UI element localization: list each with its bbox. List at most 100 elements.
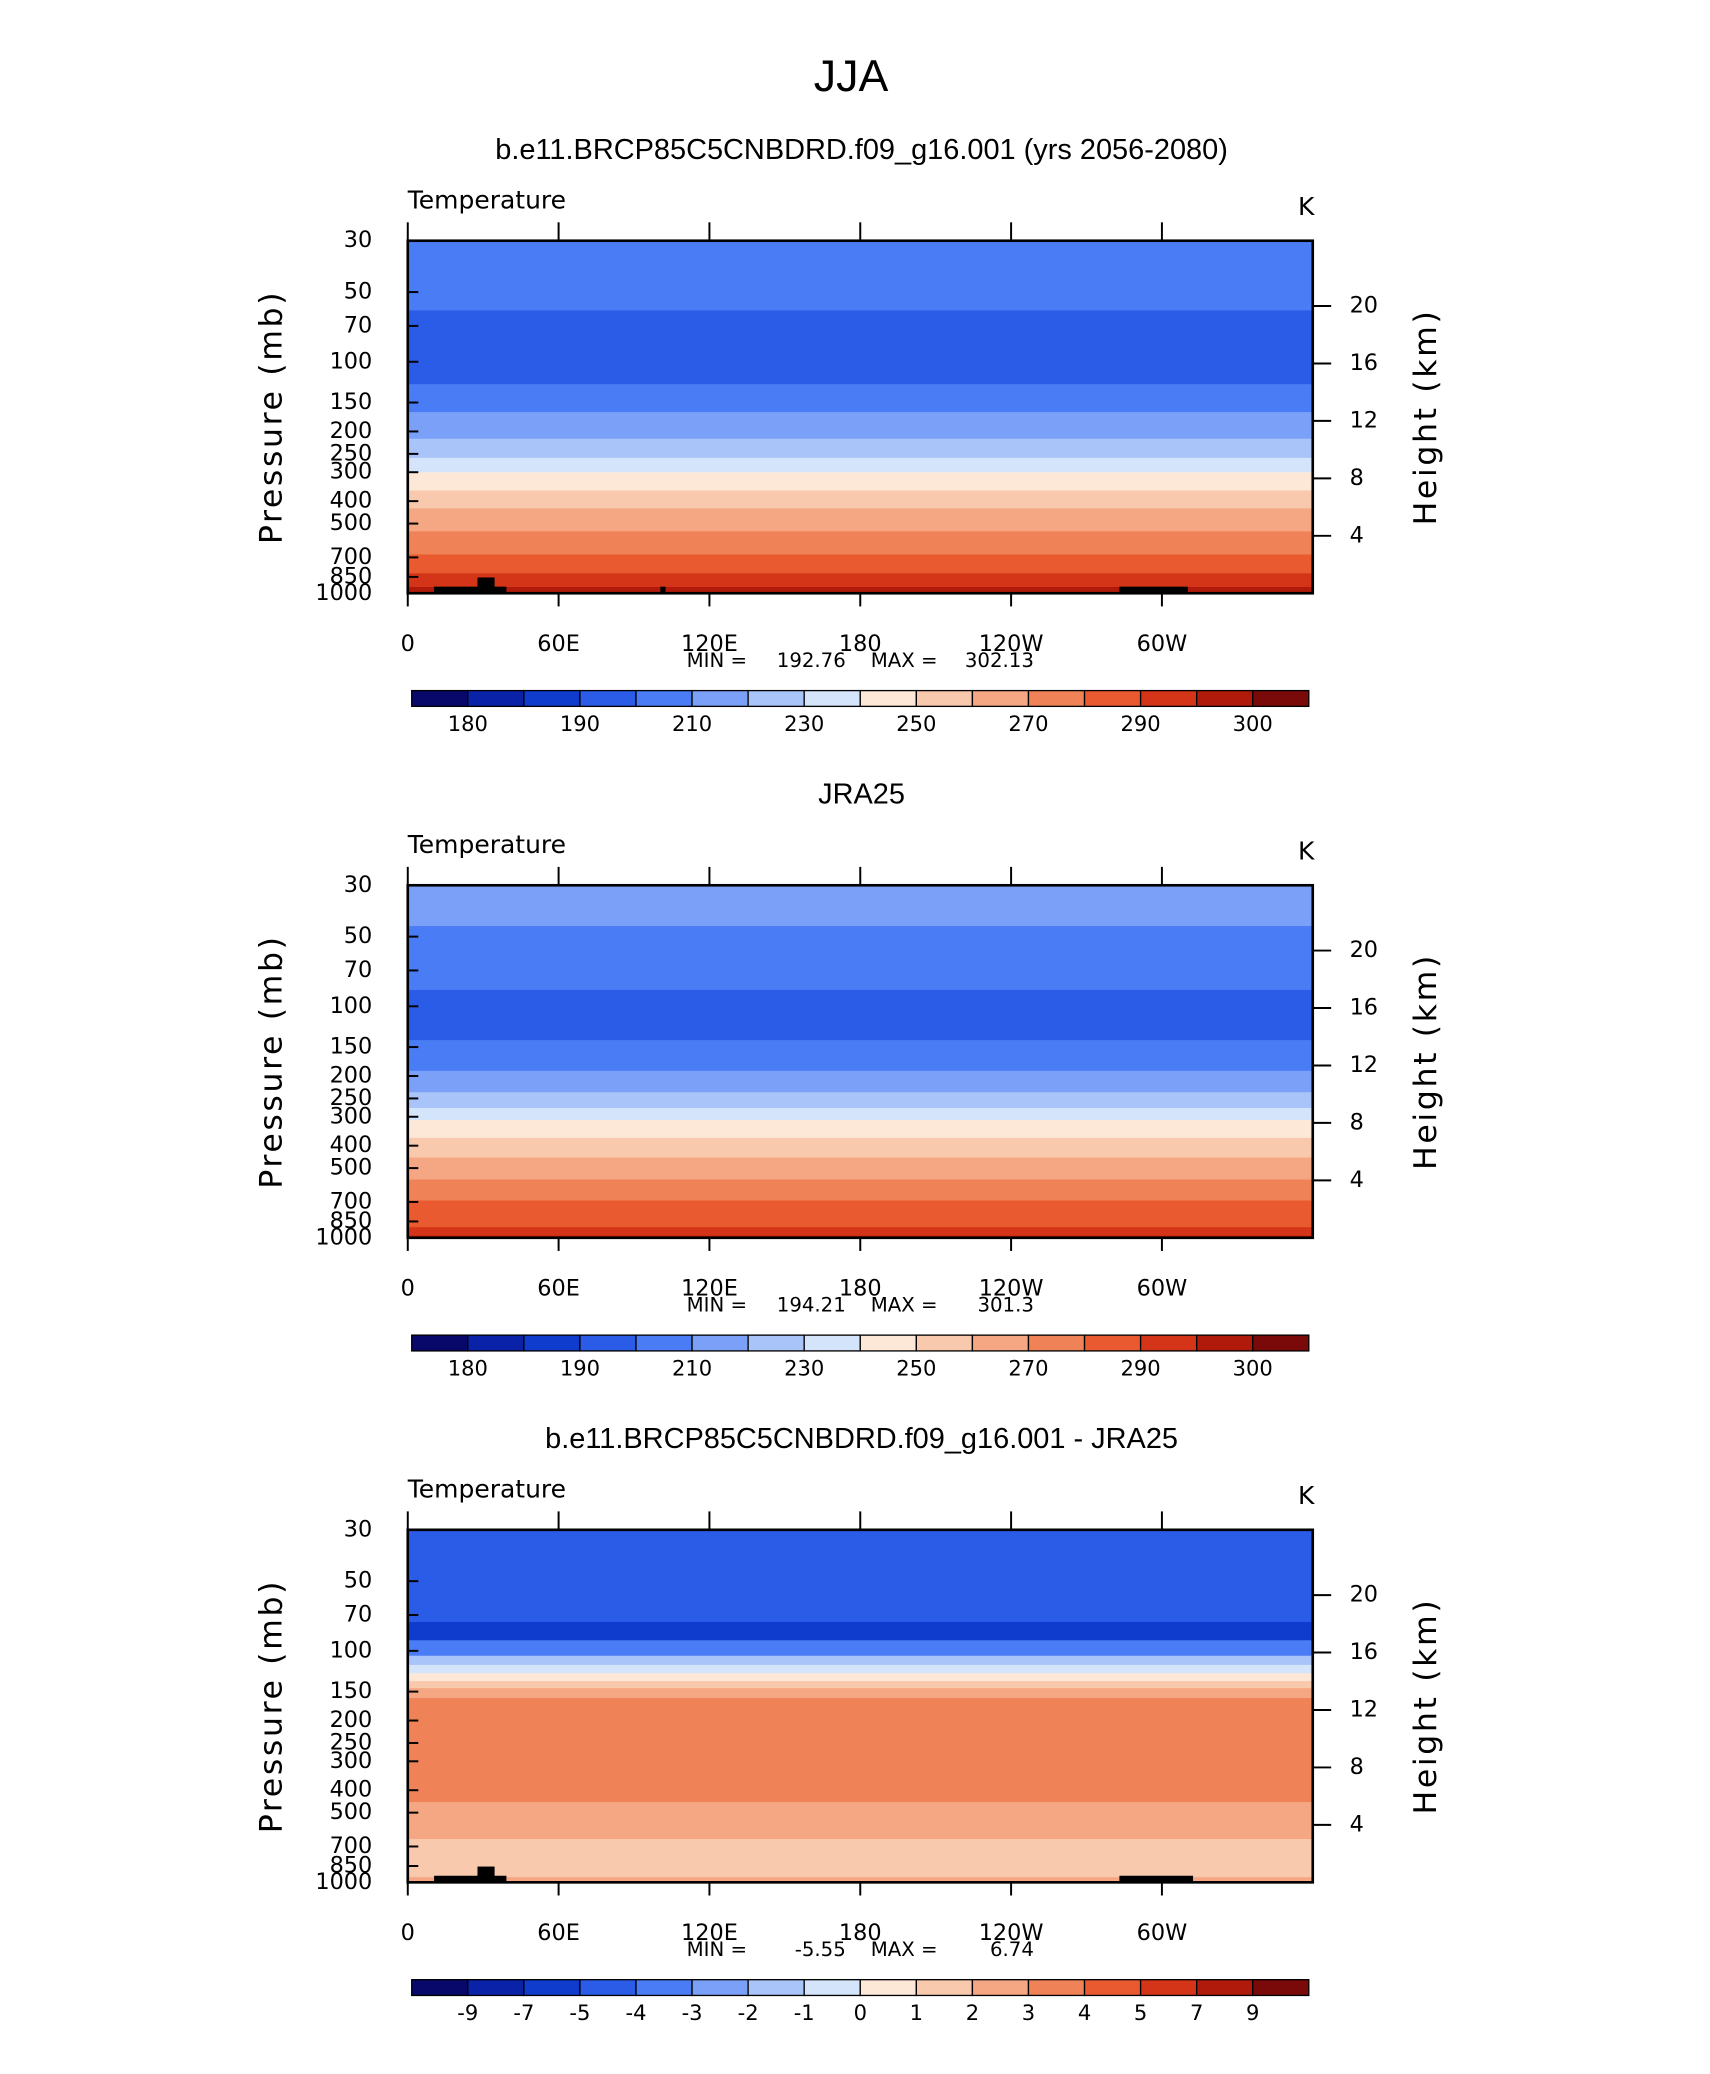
x-tick-label: 120W: [979, 631, 1044, 657]
terrain-block: [434, 586, 507, 594]
colorbar-label: 300: [1233, 711, 1273, 736]
contour-band: [407, 1698, 1313, 1803]
contour-band: [407, 531, 1313, 556]
contour-band: [407, 1092, 1313, 1109]
min-label: MIN =: [687, 1294, 747, 1317]
contour-band: [407, 926, 1313, 991]
min-label: MIN =: [687, 649, 747, 672]
colorbar-box: [803, 1334, 861, 1352]
colorbar-box: [1083, 1979, 1142, 1997]
colorbar-box: [1083, 1334, 1142, 1352]
y-tick-label: 700: [330, 1833, 373, 1859]
contour-band: [407, 1640, 1313, 1657]
colorbar-label: -9: [457, 2000, 478, 2025]
units-label: K: [1298, 1481, 1315, 1510]
colorbar-box: [747, 1334, 805, 1352]
y-tick-label: 850: [330, 1852, 373, 1878]
colorbar-label: -2: [738, 2000, 759, 2025]
colorbar-box: [747, 689, 805, 708]
y-tick-label: 50: [344, 1568, 372, 1594]
colorbar-label: 190: [560, 711, 600, 736]
y-tick-label: 400: [330, 1132, 373, 1158]
colorbar-label: -7: [513, 2000, 534, 2025]
y2-axis-title: Height (km): [1408, 953, 1444, 1170]
colorbar-label: 230: [784, 711, 824, 736]
variable-label: Temperature: [407, 185, 566, 214]
x-tick-label: 60W: [1137, 1276, 1188, 1302]
y-tick-label: 200: [330, 1062, 373, 1088]
contour-band: [407, 1839, 1313, 1878]
contour-band: [407, 1040, 1313, 1072]
contour-band: [407, 1137, 1313, 1159]
panel-title: b.e11.BRCP85C5CNBDRD.f09_g16.001 - JRA25: [545, 1423, 1178, 1455]
colorbar-label: 5: [1134, 2000, 1147, 2025]
colorbar-box: [1252, 1334, 1310, 1352]
y-tick-label: 850: [330, 563, 373, 589]
colorbar-box: [971, 1334, 1030, 1352]
y2-tick-label: 8: [1350, 1754, 1364, 1780]
colorbar-box: [971, 689, 1030, 708]
colorbar-label: 0: [854, 2000, 867, 2025]
y-tick-label: 200: [330, 418, 373, 444]
colorbar-box: [859, 1979, 917, 1997]
y-tick-label: 300: [330, 1748, 373, 1774]
colorbar-box: [467, 1979, 525, 1997]
terrain-block: [477, 1866, 495, 1883]
colorbar-box: [915, 1334, 974, 1352]
colorbar-box: [1252, 1979, 1310, 1997]
max-value: 301.3: [977, 1294, 1033, 1317]
y2-tick-label: 12: [1350, 407, 1378, 433]
x-tick-label: 0: [401, 1276, 415, 1302]
colorbar-box: [467, 689, 525, 708]
contour-band: [407, 1673, 1313, 1682]
contour-band: [407, 457, 1313, 473]
y-tick-label: 700: [330, 544, 373, 570]
colorbar-label: 2: [966, 2000, 979, 2025]
y2-tick-label: 16: [1350, 995, 1378, 1021]
colorbar-box: [579, 689, 637, 708]
y-tick-label: 500: [330, 1155, 373, 1181]
x-tick-label: 180: [839, 1276, 882, 1302]
x-tick-label: 60E: [537, 631, 580, 657]
y-tick-label: 400: [330, 488, 373, 514]
terrain-block: [1119, 586, 1188, 594]
contour-band: [407, 240, 1313, 312]
colorbar-box: [411, 1334, 469, 1352]
figure-title: JJA: [814, 52, 889, 101]
max-value: 302.13: [965, 649, 1034, 672]
colorbar-box: [1083, 689, 1142, 708]
contour-band: [407, 1157, 1313, 1181]
contour-band: [407, 310, 1313, 385]
colorbar-label: -5: [569, 2000, 590, 2025]
y-tick-label: 70: [344, 312, 372, 338]
colorbar-label: 180: [448, 711, 488, 736]
y-tick-label: 150: [330, 389, 373, 415]
contour-band: [407, 1227, 1313, 1237]
contour-band: [407, 1200, 1313, 1228]
contour-band: [407, 412, 1313, 440]
colorbar-label: 1: [910, 2000, 923, 2025]
y2-tick-label: 20: [1350, 1582, 1378, 1608]
colorbar-box: [523, 689, 581, 708]
colorbar-box: [1252, 689, 1310, 708]
colorbar-label: 250: [896, 1355, 936, 1380]
y2-axis-title: Height (km): [1408, 1598, 1444, 1815]
y-tick-label: 250: [330, 440, 373, 466]
y2-tick-label: 20: [1350, 293, 1378, 319]
terrain-block: [477, 577, 495, 594]
colorbar-label: -3: [682, 2000, 703, 2025]
contour-band: [407, 587, 1313, 594]
units-label: K: [1298, 836, 1315, 865]
colorbar-label: 4: [1078, 2000, 1091, 2025]
colorbar-box: [1139, 1334, 1198, 1352]
min-value: 194.21: [777, 1294, 846, 1317]
colorbar-label: 210: [672, 1355, 712, 1380]
colorbar-label: 190: [560, 1355, 600, 1380]
colorbar-label: 250: [896, 711, 936, 736]
colorbar-box: [523, 1334, 581, 1352]
colorbar-label: 290: [1121, 1355, 1161, 1380]
contour-band: [407, 1688, 1313, 1699]
y-tick-label: 250: [330, 1729, 373, 1755]
